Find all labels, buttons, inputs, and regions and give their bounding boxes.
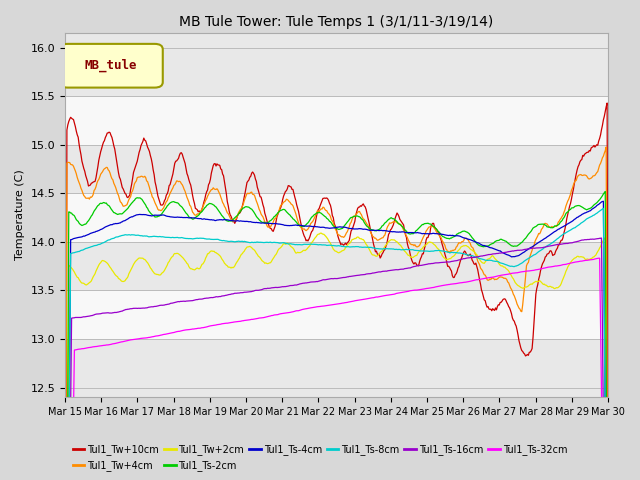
Tul1_Tw+2cm: [566, 261, 573, 267]
Tul1_Ts-4cm: [600, 198, 607, 204]
Tul1_Tw+10cm: [565, 208, 573, 214]
Tul1_Ts-8cm: [558, 232, 566, 238]
Tul1_Ts-4cm: [201, 216, 209, 222]
Legend: Tul1_Tw+10cm, Tul1_Tw+4cm, Tul1_Tw+2cm, Tul1_Ts-2cm, Tul1_Ts-4cm, Tul1_Ts-8cm, T: Tul1_Tw+10cm, Tul1_Tw+4cm, Tul1_Tw+2cm, …: [68, 441, 572, 475]
Tul1_Ts-32cm: [344, 299, 352, 305]
Tul1_Ts-16cm: [565, 240, 573, 246]
Tul1_Ts-8cm: [565, 228, 573, 234]
Tul1_Ts-8cm: [479, 257, 487, 263]
Tul1_Ts-4cm: [344, 225, 352, 231]
Tul1_Ts-4cm: [479, 243, 487, 249]
Tul1_Tw+10cm: [139, 139, 147, 144]
Bar: [65, 242, 608, 290]
Tul1_Tw+10cm: [479, 293, 487, 299]
Line: Tul1_Ts-4cm: Tul1_Ts-4cm: [65, 201, 608, 480]
Tul1_Ts-16cm: [201, 296, 209, 301]
Tul1_Ts-16cm: [344, 274, 352, 280]
Tul1_Tw+4cm: [558, 214, 566, 219]
Tul1_Ts-4cm: [558, 225, 566, 230]
Tul1_Ts-16cm: [479, 253, 487, 259]
Tul1_Tw+2cm: [139, 255, 147, 261]
Tul1_Ts-32cm: [565, 261, 573, 266]
Tul1_Ts-16cm: [139, 305, 147, 311]
Tul1_Tw+2cm: [559, 276, 567, 282]
Tul1_Tw+4cm: [479, 270, 487, 276]
Tul1_Tw+4cm: [565, 196, 573, 202]
Tul1_Tw+4cm: [139, 174, 147, 180]
Bar: [65, 96, 608, 144]
Tul1_Ts-8cm: [139, 233, 147, 239]
Line: Tul1_Ts-2cm: Tul1_Ts-2cm: [65, 192, 608, 480]
Tul1_Ts-32cm: [558, 262, 566, 268]
Tul1_Ts-2cm: [344, 218, 352, 224]
Tul1_Ts-4cm: [565, 220, 573, 226]
Text: MB_tule: MB_tule: [85, 59, 138, 72]
Tul1_Ts-16cm: [598, 235, 605, 241]
Line: Tul1_Tw+4cm: Tul1_Tw+4cm: [65, 147, 608, 480]
Tul1_Ts-2cm: [602, 189, 609, 194]
Tul1_Ts-32cm: [139, 335, 147, 341]
Tul1_Tw+2cm: [346, 241, 353, 247]
Line: Tul1_Ts-8cm: Tul1_Ts-8cm: [65, 208, 608, 480]
FancyBboxPatch shape: [60, 44, 163, 87]
Tul1_Ts-8cm: [600, 205, 607, 211]
Tul1_Tw+2cm: [201, 258, 209, 264]
Tul1_Ts-2cm: [139, 198, 147, 204]
Tul1_Ts-16cm: [558, 241, 566, 247]
Bar: [65, 339, 608, 387]
Bar: [65, 193, 608, 242]
Tul1_Tw+10cm: [201, 196, 209, 202]
Line: Tul1_Ts-32cm: Tul1_Ts-32cm: [65, 258, 608, 480]
Bar: [65, 290, 608, 339]
Tul1_Ts-8cm: [344, 244, 352, 250]
Tul1_Tw+2cm: [481, 261, 488, 266]
Bar: [65, 48, 608, 96]
Tul1_Ts-2cm: [479, 244, 487, 250]
Tul1_Tw+4cm: [602, 144, 610, 150]
Line: Tul1_Tw+10cm: Tul1_Tw+10cm: [65, 103, 608, 480]
Tul1_Ts-8cm: [201, 236, 209, 241]
Tul1_Tw+10cm: [604, 472, 612, 478]
Bar: [65, 144, 608, 193]
Tul1_Tw+4cm: [344, 227, 352, 232]
Tul1_Ts-4cm: [139, 212, 147, 217]
Tul1_Tw+10cm: [344, 239, 352, 245]
Tul1_Tw+10cm: [604, 100, 611, 106]
Tul1_Ts-2cm: [565, 208, 573, 214]
Tul1_Ts-2cm: [558, 217, 566, 223]
Tul1_Tw+4cm: [201, 200, 209, 205]
Tul1_Tw+2cm: [317, 230, 325, 236]
Tul1_Ts-32cm: [201, 324, 209, 330]
Tul1_Ts-32cm: [479, 276, 487, 282]
Tul1_Ts-2cm: [201, 205, 209, 211]
Title: MB Tule Tower: Tule Temps 1 (3/1/11-3/19/14): MB Tule Tower: Tule Temps 1 (3/1/11-3/19…: [179, 15, 493, 29]
Y-axis label: Temperature (C): Temperature (C): [15, 170, 25, 261]
Tul1_Ts-32cm: [596, 255, 604, 261]
Tul1_Tw+10cm: [558, 237, 566, 243]
Line: Tul1_Tw+2cm: Tul1_Tw+2cm: [65, 233, 608, 480]
Line: Tul1_Ts-16cm: Tul1_Ts-16cm: [65, 238, 608, 480]
